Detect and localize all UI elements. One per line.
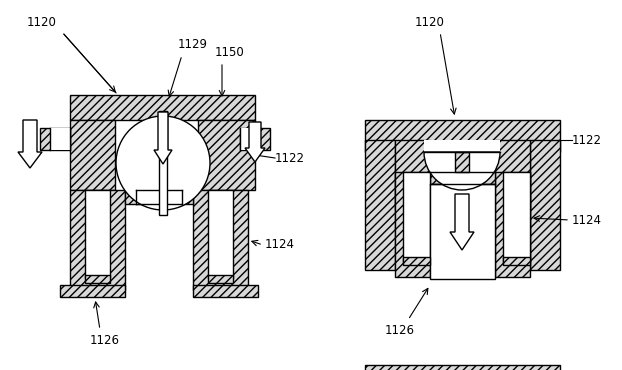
Bar [430, 172, 495, 184]
Bar [70, 190, 125, 290]
Bar [208, 190, 233, 278]
Bar [70, 120, 115, 190]
Bar [430, 184, 495, 202]
Bar [424, 140, 500, 152]
Bar [70, 95, 255, 120]
Text: 1126: 1126 [385, 323, 415, 336]
Polygon shape [154, 112, 172, 164]
Text: 1120: 1120 [415, 16, 445, 28]
Bar [136, 190, 182, 204]
Bar [198, 120, 255, 190]
Text: 1124: 1124 [265, 239, 295, 252]
Bar [395, 140, 430, 210]
Bar [495, 172, 530, 277]
Text: 1122: 1122 [275, 151, 305, 165]
Bar [503, 172, 530, 262]
Bar [530, 140, 560, 270]
Bar [395, 172, 430, 277]
Bar [50, 128, 70, 150]
Bar [495, 140, 530, 210]
Bar [403, 172, 430, 262]
Bar [40, 128, 70, 150]
Bar [430, 184, 495, 279]
Bar [455, 152, 469, 172]
Text: 1124: 1124 [572, 213, 602, 226]
Polygon shape [450, 194, 474, 250]
Circle shape [116, 116, 210, 210]
Bar [193, 190, 248, 290]
Bar [365, 365, 560, 370]
Bar [60, 285, 125, 297]
Text: 1122: 1122 [572, 134, 602, 147]
Polygon shape [18, 120, 42, 168]
Bar [159, 111, 167, 215]
Bar [125, 190, 193, 204]
Bar [240, 128, 255, 150]
Bar [365, 120, 560, 152]
Text: 1129: 1129 [178, 38, 208, 51]
Bar [85, 190, 110, 278]
Bar [240, 128, 270, 150]
Text: 1150: 1150 [215, 46, 244, 58]
Bar [365, 140, 395, 270]
Bar [403, 257, 430, 265]
Polygon shape [245, 122, 265, 162]
Text: 1120: 1120 [27, 16, 57, 28]
Bar [208, 275, 233, 283]
Bar [503, 257, 530, 265]
Bar [85, 275, 110, 283]
Bar [193, 285, 258, 297]
Wedge shape [424, 152, 500, 190]
Text: 1126: 1126 [90, 333, 120, 346]
